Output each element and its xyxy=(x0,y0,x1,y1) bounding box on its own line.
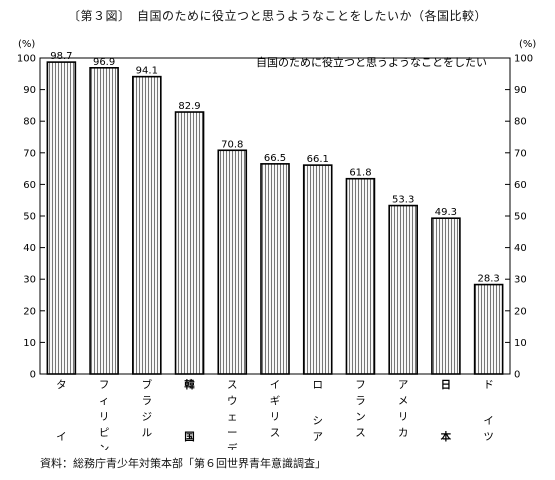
y-tick-label-left: 20 xyxy=(23,306,36,317)
y-tick-label-left: 40 xyxy=(23,243,36,254)
y-tick-label-left: 50 xyxy=(23,212,36,223)
bars: 98.7 96.9 94.1 82.9 70.8 66.5 66.1 61.8 53.3 49.3… xyxy=(46,51,504,375)
y-tick-label-right: 80 xyxy=(514,117,527,128)
x-tick-label: ア xyxy=(398,379,409,391)
y-tick-label-right: 60 xyxy=(514,180,527,191)
bar xyxy=(46,61,77,375)
x-tick-label: ス xyxy=(227,379,238,391)
y-tick-label-right: 50 xyxy=(514,212,527,223)
y-axis-right: 0 10 20 30 40 50 60 70 80 90 100 xyxy=(505,54,533,381)
x-tick-label: ー xyxy=(227,427,238,439)
y-tick-label-left: 10 xyxy=(23,338,36,349)
x-tick-label: ロ xyxy=(312,379,323,391)
data-label: 96.9 xyxy=(93,57,115,68)
bar xyxy=(345,177,376,375)
x-tick-label: ル xyxy=(142,427,153,439)
y-tick-label-right: 30 xyxy=(514,275,527,286)
x-tick-label: 本 xyxy=(441,430,452,443)
data-label: 61.8 xyxy=(349,168,371,179)
x-tick-label: ジ xyxy=(142,411,153,423)
x-tick-label: ブ xyxy=(142,378,153,391)
y-tick-label-right: 40 xyxy=(514,243,527,254)
x-tick-label: 国 xyxy=(184,431,195,443)
data-label: 28.3 xyxy=(478,274,500,285)
x-tick-label: ラ xyxy=(355,395,366,407)
x-tick-label: フ xyxy=(99,379,110,391)
x-tick-label: ツ xyxy=(483,431,494,443)
bar xyxy=(431,217,461,375)
x-tick-label: ェ xyxy=(227,411,238,423)
x-tick-label: ウ xyxy=(227,395,238,407)
bar-chart: 0 10 20 30 40 50 60 70 80 90 100 0 10 20 30 40 50 60 70 80… xyxy=(17,39,536,450)
y-tick-label-left: 90 xyxy=(23,85,36,96)
y-tick-label-left: 100 xyxy=(17,54,36,65)
x-tick-label: イ xyxy=(56,431,67,443)
x-tick-label: ピ xyxy=(99,427,110,439)
x-tick-label: フ xyxy=(355,379,366,391)
bar xyxy=(132,75,162,375)
y-axis-unit-left: (%) xyxy=(18,39,35,50)
data-label: 66.5 xyxy=(264,153,286,164)
y-tick-label-left: 30 xyxy=(23,275,36,286)
y-tick-label-left: 60 xyxy=(23,180,36,191)
data-label: 98.7 xyxy=(50,51,72,62)
x-tick-label: リ xyxy=(270,411,281,423)
x-tick-label: カ xyxy=(398,427,409,439)
chart-title: 自国のために役立つと思うようなことをしたい xyxy=(256,55,487,69)
y-tick-label-right: 20 xyxy=(514,306,527,317)
x-tick-label: イ xyxy=(270,379,281,391)
source-note: 資料：総務庁青少年対策本部「第６回世界青年意識調査」 xyxy=(40,457,326,470)
x-tick-label: タ xyxy=(56,379,67,391)
x-tick-label: シ xyxy=(312,415,323,427)
x-tick-label: ス xyxy=(270,427,281,439)
x-tick-label: ィ xyxy=(99,395,110,407)
data-label: 94.1 xyxy=(136,66,158,77)
bar xyxy=(89,66,119,375)
y-tick-label-right: 100 xyxy=(514,54,533,65)
bar xyxy=(260,163,290,375)
y-tick-label-right: 70 xyxy=(514,148,527,159)
data-label: 49.3 xyxy=(435,207,457,218)
x-tick-label: ギ xyxy=(270,395,281,407)
bar xyxy=(217,149,248,375)
figure-title: 〔第３図〕 自国のために役立つと思うようなことをしたいか（各国比較） xyxy=(67,9,487,23)
y-tick-label-right: 90 xyxy=(514,85,527,96)
x-tick-label: リ xyxy=(99,411,110,423)
y-tick-label-right: 0 xyxy=(514,370,520,381)
x-tick-label: イ xyxy=(483,415,494,427)
bar xyxy=(473,283,504,375)
x-tick-label: メ xyxy=(398,395,409,407)
y-axis-unit-right: (%) xyxy=(519,39,536,50)
x-tick-label: デ xyxy=(227,442,238,450)
bar xyxy=(388,204,418,375)
data-label: 66.1 xyxy=(307,154,329,165)
x-tick-label: 日 xyxy=(441,379,452,391)
bar xyxy=(302,164,333,375)
bar xyxy=(174,111,205,375)
x-tick-label: ド xyxy=(483,379,494,391)
x-tick-label: 韓 xyxy=(184,378,195,391)
x-tick-label: ラ xyxy=(142,395,153,407)
data-label: 53.3 xyxy=(392,195,414,206)
x-tick-label: リ xyxy=(398,411,409,423)
x-tick-label: ア xyxy=(312,431,323,443)
y-axis-left: 0 10 20 30 40 50 60 70 80 90 100 xyxy=(17,54,45,381)
y-tick-label-left: 80 xyxy=(23,117,36,128)
y-tick-label-right: 10 xyxy=(514,338,527,349)
data-label: 70.8 xyxy=(221,139,243,150)
x-tick-label: ン xyxy=(355,411,366,423)
data-label: 82.9 xyxy=(178,101,200,112)
x-tick-label: ス xyxy=(355,427,366,439)
y-tick-label-left: 0 xyxy=(30,370,36,381)
x-tick-label: ン xyxy=(99,443,110,450)
y-tick-label-left: 70 xyxy=(23,148,36,159)
category-labels: タイフィリピンブラジル韓国スウェーデンイギリスロシアフランスアメリカ日本ドイツ xyxy=(56,378,494,450)
